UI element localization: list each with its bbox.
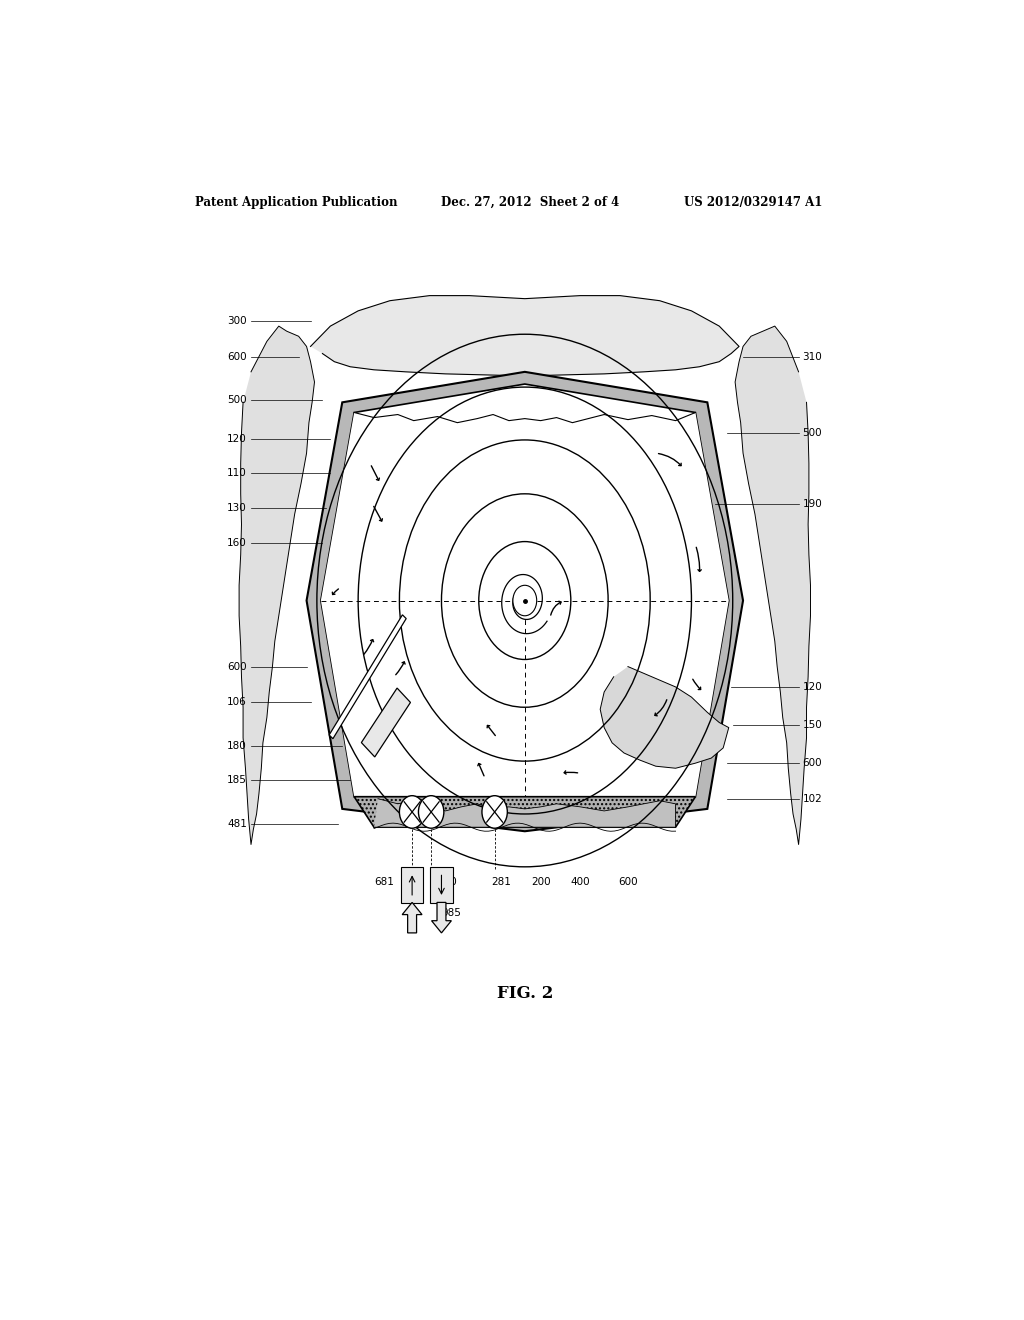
Text: 310: 310 [803,351,822,362]
Text: 200: 200 [531,876,551,887]
Text: 600: 600 [618,876,638,887]
Text: 120: 120 [803,682,822,692]
Polygon shape [310,296,739,376]
Text: 985: 985 [441,908,462,917]
Text: 120: 120 [227,434,247,444]
Circle shape [399,796,425,828]
Text: 300: 300 [227,315,247,326]
Text: 185: 185 [227,775,247,785]
Text: 500: 500 [803,428,822,438]
Polygon shape [361,688,411,756]
Text: 102: 102 [803,793,822,804]
Text: 600: 600 [227,661,247,672]
Text: 980: 980 [437,876,458,887]
Polygon shape [402,903,422,933]
Text: 500: 500 [227,395,247,405]
Text: 106: 106 [227,697,247,708]
Bar [430,867,453,903]
Circle shape [513,585,537,615]
Text: 130: 130 [227,503,247,513]
Bar [401,867,423,903]
Text: Dec. 27, 2012  Sheet 2 of 4: Dec. 27, 2012 Sheet 2 of 4 [441,195,620,209]
Text: FIG. 2: FIG. 2 [497,986,553,1002]
Text: 180: 180 [227,741,247,751]
Text: 600: 600 [227,351,247,362]
Text: 600: 600 [803,758,822,768]
Polygon shape [735,326,811,845]
Polygon shape [374,799,676,828]
Text: 400: 400 [570,876,591,887]
Text: 681: 681 [374,876,394,887]
Text: Patent Application Publication: Patent Application Publication [196,195,398,209]
Text: 190: 190 [803,499,822,510]
Polygon shape [321,384,729,817]
Polygon shape [240,326,314,845]
Text: 481: 481 [227,820,247,829]
Polygon shape [431,903,452,933]
Circle shape [482,796,507,828]
Polygon shape [354,797,695,828]
Polygon shape [306,372,743,832]
Polygon shape [329,615,407,739]
Text: 281: 281 [492,876,511,887]
Polygon shape [600,667,729,768]
Polygon shape [321,412,729,817]
Text: 110: 110 [227,469,247,478]
Text: US 2012/0329147 A1: US 2012/0329147 A1 [684,195,822,209]
Text: 150: 150 [803,719,822,730]
Circle shape [419,796,443,828]
Text: 160: 160 [227,537,247,548]
